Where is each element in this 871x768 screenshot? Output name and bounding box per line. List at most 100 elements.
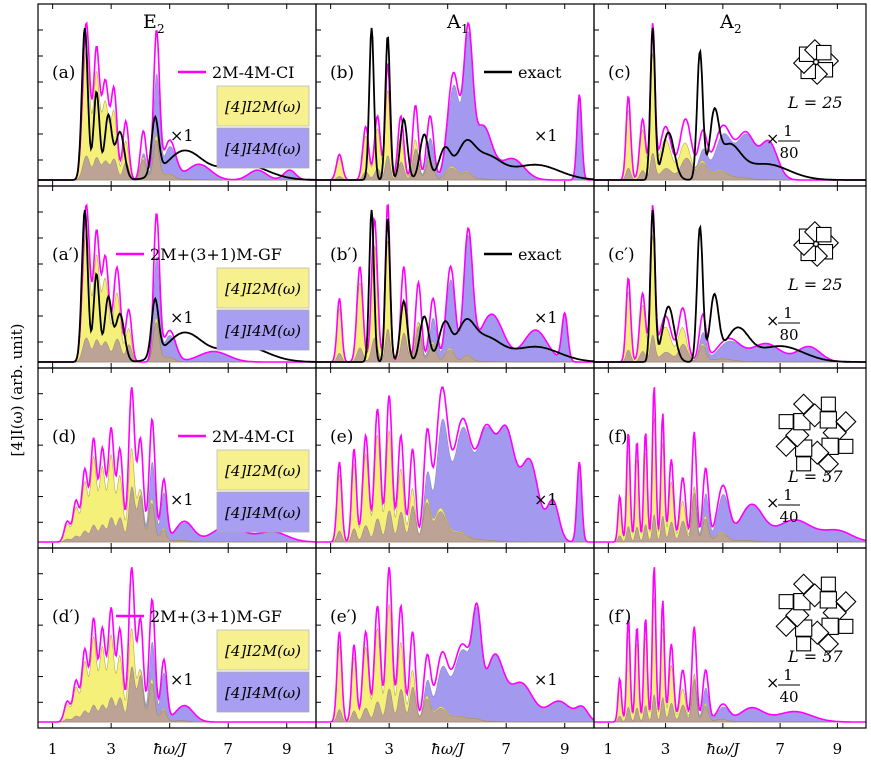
overlap-area-f' xyxy=(594,679,866,723)
scale-factor-a: ×1 xyxy=(170,126,194,145)
x-tick-label: 1 xyxy=(326,740,336,758)
overlap-area-f xyxy=(594,492,866,543)
y-axis-label: [4]I(ω) (arb. unit) xyxy=(8,324,26,457)
x-tick-label: 9 xyxy=(833,740,843,758)
scale-factor-a': ×1 xyxy=(170,308,194,327)
legend-text-exact: exact xyxy=(518,63,562,82)
scale-factor-b': ×1 xyxy=(534,308,558,327)
x-tick-label: 3 xyxy=(106,740,116,758)
panel-a-prime: (a′) ×1 2M+(3+1)M-GF [4]I2M(ω) [4]I4M(ω) xyxy=(37,185,317,369)
x-tick-label: 1 xyxy=(604,740,614,758)
total-line-b' xyxy=(316,203,594,363)
column-title-main: A xyxy=(719,11,734,33)
x-tick-label: 7 xyxy=(775,740,785,758)
overlap-area-d xyxy=(38,485,316,543)
panel-b-prime: (b′) ×1 exact xyxy=(315,185,595,369)
panel-label-e': (e′) xyxy=(330,607,357,627)
lattice-tile-outer xyxy=(796,456,812,472)
lattice-icon-f: L = 57 xyxy=(775,393,857,486)
scale-times: × xyxy=(766,493,779,512)
legend-text-i2m: [4]I2M(ω) xyxy=(225,462,301,480)
legend-text-i2m: [4]I2M(ω) xyxy=(225,280,301,298)
panel-label-e: (e) xyxy=(330,427,353,447)
scale-den: 40 xyxy=(779,508,798,526)
panel-label-f: (f) xyxy=(608,427,628,447)
panel-label-c': (c′) xyxy=(608,245,635,265)
panel-label-b: (b) xyxy=(330,63,354,83)
panel-label-d': (d′) xyxy=(52,607,80,627)
lattice-size-label: L = 25 xyxy=(787,93,843,112)
overlap-area-a xyxy=(38,139,316,181)
overlap-area-e' xyxy=(316,687,594,723)
total-line-e' xyxy=(316,567,595,723)
scale-num: 1 xyxy=(783,122,793,140)
scale-factor-e: ×1 xyxy=(534,490,558,509)
i4m-area-b xyxy=(316,31,594,181)
legend-box-i2m xyxy=(216,85,310,127)
panel-label-b': (b′) xyxy=(330,245,358,265)
panel-c: (c) × 1 80 L = 25 xyxy=(593,3,867,187)
total-line-f xyxy=(594,387,867,543)
overlap-area-b' xyxy=(316,325,594,363)
legend-text-i2m: [4]I2M(ω) xyxy=(225,642,301,660)
legend-text-i4m: [4]I4M(ω) xyxy=(225,140,301,158)
lattice-tile-outer xyxy=(835,590,857,613)
legend-box-i4m xyxy=(216,671,310,713)
lattice-tile-outer xyxy=(838,438,854,454)
total-line-c xyxy=(594,23,866,181)
scale-factor-d': ×1 xyxy=(170,670,194,689)
lattice-icon-c': L = 25 xyxy=(787,220,843,294)
total-line-d' xyxy=(38,567,316,723)
lattice-tile-outer xyxy=(778,594,794,610)
lattice-tile xyxy=(816,44,832,61)
lattice-tile-outer xyxy=(838,618,854,634)
lattice-icon-c: L = 25 xyxy=(787,38,843,112)
lattice-tile-outer xyxy=(835,410,857,433)
panel-label-a': (a′) xyxy=(52,245,79,265)
lattice-tile-outer xyxy=(796,636,812,652)
scale-factor-f: × 1 40 xyxy=(766,486,800,526)
legend-box-i2m xyxy=(216,267,310,309)
scale-times: × xyxy=(766,129,779,148)
lattice-size-label: L = 57 xyxy=(787,647,843,666)
legend-b': exact xyxy=(484,245,562,264)
overlap-area-c' xyxy=(594,334,866,363)
panel-grid: (a)×12M-4M-CI[4]I2M(ω)[4]I4M(ω)(b)×1exac… xyxy=(37,3,867,729)
legend-text-method: 2M-4M-CI xyxy=(212,63,295,82)
overlap-area-e xyxy=(316,502,594,543)
legend-d: 2M-4M-CI [4]I2M(ω) [4]I4M(ω) xyxy=(178,427,310,533)
total-line-c' xyxy=(594,205,866,363)
legend-d': 2M+(3+1)M-GF [4]I2M(ω) [4]I4M(ω) xyxy=(116,607,310,713)
scale-num: 1 xyxy=(783,486,793,504)
lattice-size-label: L = 25 xyxy=(787,275,843,294)
scale-num: 1 xyxy=(783,666,793,684)
legend-box-i4m xyxy=(216,127,310,169)
legend-a': 2M+(3+1)M-GF [4]I2M(ω) [4]I4M(ω) xyxy=(116,245,310,351)
legend-box-i2m xyxy=(216,449,310,491)
x-tick-label: 7 xyxy=(501,740,511,758)
scale-factor-b: ×1 xyxy=(534,126,558,145)
lattice-tile-outer xyxy=(775,435,797,458)
panel-label-a: (a) xyxy=(52,63,75,83)
column-title-sub: 1 xyxy=(461,22,469,36)
total-line-b xyxy=(316,21,594,181)
x-tick-label: 3 xyxy=(384,740,394,758)
scale-num: 1 xyxy=(783,304,793,322)
scale-times: × xyxy=(766,673,779,692)
panel-e-prime: (e′) ×1 xyxy=(315,547,595,729)
lattice-tile-outer xyxy=(820,396,836,412)
legend-text-i2m: [4]I2M(ω) xyxy=(225,98,301,116)
panel-d: (d) ×1 2M-4M-CI [4]I2M(ω) [4]I4M(ω) xyxy=(37,367,317,549)
legend-box-i4m xyxy=(216,309,310,351)
scale-factor-f': × 1 40 xyxy=(766,666,800,706)
lattice-tile-outer xyxy=(817,453,840,475)
exact-line-a xyxy=(38,27,316,181)
i4m-area-c xyxy=(594,133,866,181)
exact-line-b xyxy=(316,27,594,181)
exact-line-c xyxy=(594,27,866,181)
legend-text-method: 2M-4M-CI xyxy=(212,427,295,446)
